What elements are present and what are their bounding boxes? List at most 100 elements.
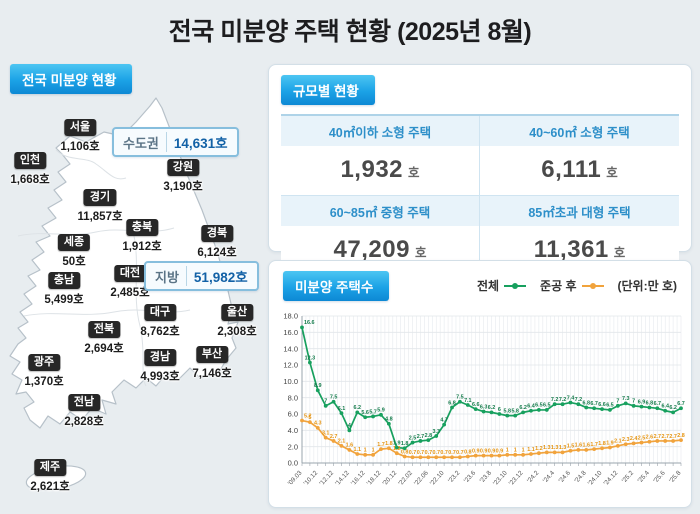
data-point-label: 6.7 (590, 401, 598, 407)
data-point-label: 7.3 (622, 396, 630, 402)
data-point-label: 0.7 (432, 450, 440, 456)
data-point (363, 452, 368, 457)
data-point-label: 6.7 (677, 401, 685, 407)
data-point (339, 411, 344, 416)
map-region-badge: 울산 (220, 304, 254, 321)
data-point-label: 7 (324, 399, 327, 405)
x-axis-tick-label: '25.4 (637, 469, 652, 484)
data-point (663, 439, 668, 443)
map-region: 울산 2,308호 (217, 304, 257, 339)
data-point-label: 6.4 (527, 404, 535, 410)
map-region-value: 2,485호 (110, 287, 150, 299)
map-region-value: 11,857호 (77, 211, 123, 223)
size-value-number: 47,209 (333, 236, 410, 263)
data-point-label: 1 (522, 448, 525, 454)
data-point-label: 6.6 (598, 402, 606, 408)
data-point (307, 420, 312, 425)
data-point-label: 1.8 (598, 441, 606, 447)
data-point (521, 410, 525, 415)
map-region-value: 50호 (62, 256, 86, 268)
callout-value: 14,631호 (165, 132, 228, 152)
data-point (402, 454, 407, 459)
map-region: 부산 7,146호 (192, 346, 232, 381)
map-region-value: 2,694호 (84, 343, 124, 355)
data-point-label: 2.1 (338, 439, 346, 445)
data-point (639, 404, 644, 409)
data-point (655, 439, 660, 443)
x-axis-tick-label: '24.10 (587, 469, 604, 487)
callout-value: 51,982호 (185, 266, 248, 286)
data-point-label: 6.2 (488, 405, 496, 411)
x-axis-tick-label: '23.12 (508, 469, 525, 487)
data-point (307, 360, 312, 365)
data-point (647, 439, 652, 444)
legend-item: 준공 후 (540, 277, 604, 294)
data-point (355, 410, 360, 415)
size-table: 40㎡이하 소형 주택 40~60㎡ 소형 주택 1,932 호 6,111 호 60~85… (281, 114, 679, 277)
data-point-label: 1.3 (543, 445, 551, 451)
map-region: 인천 1,668호 (10, 152, 50, 187)
data-point (315, 388, 320, 393)
callout-name: 수도권 (123, 135, 159, 151)
data-point-label: 8.9 (314, 383, 322, 389)
data-point-label: 5 (308, 415, 311, 421)
data-point-label: 7.1 (464, 398, 472, 404)
size-value-number: 1,932 (340, 156, 404, 183)
map-region-value: 2,621호 (30, 481, 70, 493)
map-region-value: 3,190호 (163, 181, 203, 193)
data-point (592, 406, 597, 411)
data-point (489, 453, 494, 458)
page-title: 전국 미분양 주택 현황 (2025년 8월) (168, 18, 532, 46)
data-point (568, 448, 573, 453)
data-point-label: 0.9 (472, 448, 480, 454)
data-point (560, 402, 565, 407)
data-point (426, 455, 431, 460)
data-point-label: 6.6 (472, 402, 480, 408)
legend-label: 전체 (476, 279, 500, 293)
legend-marker-icon (504, 282, 527, 289)
y-axis-tick-label: 8.0 (288, 393, 298, 402)
x-axis-tick-label: '25.2 (621, 469, 636, 484)
unsold-housing-line-chart: 0.0 2.0 4.0 6.0 8.0 10.0 12.0 14.0 16.0 18.0 '09.0… (283, 312, 685, 488)
data-point-label: 0.9 (488, 448, 496, 454)
data-point-label: 1.9 (606, 440, 614, 446)
data-point-label: 0.9 (496, 448, 504, 454)
data-point (552, 402, 557, 407)
data-point-label: 1.5 (567, 444, 575, 450)
data-point (497, 412, 502, 416)
size-category-label: 85㎡초과 대형 주택 (480, 196, 679, 226)
x-axis-tick-label: '25.6 (652, 469, 667, 484)
x-axis-tick-label: '10.12 (303, 469, 320, 487)
chart-panel-header: 미분양 주택수 (283, 271, 390, 301)
data-point (631, 441, 636, 446)
data-point (386, 446, 391, 451)
data-point (481, 409, 486, 414)
map-region-value: 1,912호 (122, 241, 162, 253)
data-point-label: 1 (372, 448, 375, 454)
data-point (371, 414, 375, 419)
data-point-label: 0.8 (464, 449, 472, 455)
data-point-label: 4.8 (385, 417, 393, 423)
data-point-label: 1.8 (401, 441, 409, 447)
data-point-label: 2.7 (330, 434, 338, 440)
data-point (615, 443, 620, 448)
size-category-label: 40㎡이하 소형 주택 (281, 116, 480, 146)
map-region: 경북 6,124호 (197, 225, 237, 260)
data-point (465, 403, 470, 407)
map-region: 충남 5,499호 (44, 272, 84, 307)
data-point (505, 413, 510, 418)
size-category-value: 1,932 호 (281, 146, 480, 195)
data-point-label: 3.1 (322, 430, 330, 436)
data-point-label: 0.7 (448, 450, 456, 456)
data-point-label: 5.7 (369, 409, 377, 415)
size-value-unit: 호 (613, 246, 626, 260)
data-point (331, 399, 336, 404)
data-point (458, 455, 462, 460)
data-point-label: 2.7 (654, 434, 662, 440)
x-axis-tick-label: '16.12 (350, 469, 367, 487)
map-region: 대전 2,485호 (110, 265, 150, 300)
size-value-unit: 호 (606, 166, 618, 180)
data-point (521, 452, 525, 457)
data-point (339, 443, 344, 448)
map-region-value: 1,668호 (10, 174, 50, 186)
